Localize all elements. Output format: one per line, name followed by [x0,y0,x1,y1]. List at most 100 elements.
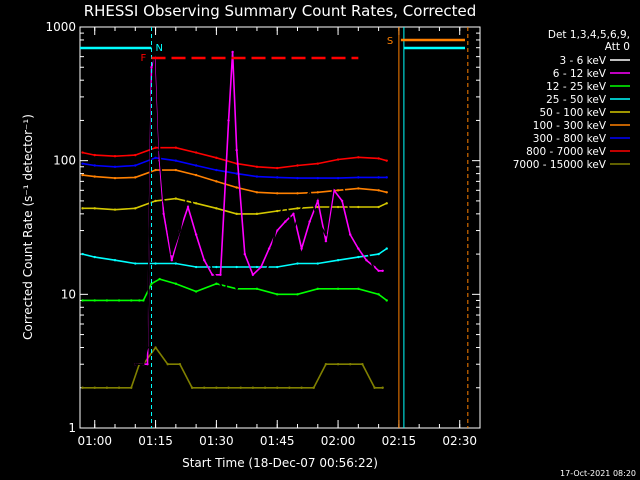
data-point [377,157,380,160]
data-point [194,233,198,236]
data-point [276,192,279,195]
data-point [316,162,319,165]
legend-title: Att 0 [605,41,630,53]
data-point [357,255,360,259]
data-point [336,176,340,180]
data-point [174,262,178,265]
flare-flag-label: F [141,53,147,64]
data-point [251,273,255,277]
data-point [385,247,388,250]
data-point [324,239,328,243]
saa-flag-label: S [387,36,393,47]
data-point [211,269,214,272]
data-point [373,269,376,272]
legend-entry-label: 300 - 800 keV [533,133,607,145]
data-point [93,299,96,302]
data-point [174,282,178,285]
data-point [93,207,96,210]
data-point [276,176,279,179]
y-axis-label: Corrected Count Rate (s⁻¹ detector⁻¹) [21,114,35,340]
data-point [357,187,360,190]
data-point [381,269,384,272]
legend-entry-label: 3 - 6 keV [559,55,606,67]
data-point [316,220,319,223]
data-point [300,247,303,250]
data-point [105,386,109,389]
data-point [150,282,153,285]
data-point [146,346,149,349]
data-point [296,192,299,195]
data-point [81,299,84,302]
data-point [284,220,287,223]
data-point [255,212,259,216]
data-point [81,151,84,154]
x-tick-label: 01:00 [77,434,112,448]
data-point [166,363,169,366]
data-point [357,287,360,291]
data-point [235,186,238,189]
data-point [373,386,376,389]
data-point [336,259,340,262]
data-point [170,252,173,256]
data-point [150,95,153,99]
data-point [357,247,360,250]
night-flag-label: N [156,43,163,54]
data-point [158,148,161,152]
data-point [154,199,157,203]
data-point [235,148,238,152]
data-point [162,199,165,203]
data-point [113,165,117,168]
data-point [154,168,157,172]
data-point [178,363,182,366]
data-point [134,176,137,179]
y-tick-label: 10 [61,287,76,301]
data-point [349,212,352,216]
data-point [227,273,230,277]
data-point [231,50,234,54]
x-tick-label: 01:30 [199,434,234,448]
data-point [292,229,295,232]
x-tick-label: 02:15 [382,434,417,448]
data-point [365,247,368,250]
data-point [223,293,226,296]
data-point [215,156,218,160]
legend-entry-label: 6 - 12 keV [553,68,607,80]
y-tick-label: 1000 [45,20,76,34]
data-point [227,119,230,122]
legend-entry-label: 12 - 25 keV [546,81,607,93]
data-point [194,290,198,293]
data-point [308,189,311,192]
data-point [316,262,319,265]
data-point [385,202,388,205]
data-point [336,189,340,192]
data-point [93,153,96,157]
data-point [377,277,380,281]
data-point [385,299,388,302]
data-point [276,220,279,223]
data-point [194,151,198,154]
data-point [154,346,157,349]
plot-area: 1 10 100 1000 01:00 01:15 01:30 01:45 02:00 02:15… [45,20,481,448]
data-point [267,262,271,265]
data-point [284,199,287,203]
data-point [357,156,360,159]
x-tick-label: 02:30 [442,434,477,448]
data-point [381,386,384,389]
data-point [174,197,178,200]
footer-timestamp: 17-Oct-2021 08:20 [560,469,636,478]
legend-entry-label: 25 - 50 keV [546,94,607,106]
data-point [142,363,145,366]
data-point [150,66,153,69]
data-point [235,212,238,216]
data-point [105,299,109,302]
data-point [158,277,161,281]
data-point [385,191,388,194]
data-point [263,386,267,389]
data-point [357,205,360,209]
data-point [190,386,194,389]
data-point [300,205,303,209]
data-point [81,252,84,256]
legend-title: Det 1,3,4,5,6,9, [548,29,630,41]
data-point [324,363,328,366]
